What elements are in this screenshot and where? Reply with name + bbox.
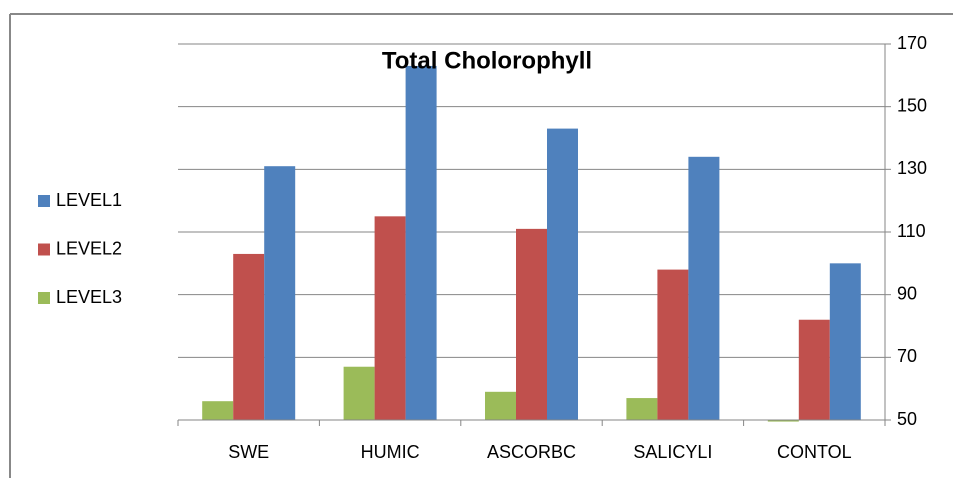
bar — [264, 166, 296, 420]
legend-label: LEVEL2 — [56, 238, 122, 258]
x-tick-label: CONTOL — [777, 442, 852, 462]
bar — [547, 128, 578, 420]
x-tick-label: SWE — [228, 442, 269, 462]
y-tick-label: 130 — [897, 158, 927, 178]
legend-label: LEVEL1 — [56, 190, 122, 210]
bar — [767, 420, 799, 422]
bar — [405, 65, 437, 420]
x-tick-label: ASCORBC — [487, 442, 576, 462]
bar — [485, 391, 516, 420]
y-tick-label: 90 — [897, 283, 917, 303]
bar — [343, 366, 375, 420]
bar — [233, 253, 265, 420]
legend-swatch — [38, 195, 50, 207]
legend-swatch — [38, 292, 50, 304]
bar — [626, 398, 658, 420]
bar — [798, 319, 830, 420]
chart-title: Total Cholorophyll — [382, 47, 592, 74]
y-tick-label: 50 — [897, 409, 917, 429]
bar — [374, 216, 406, 420]
x-tick-label: SALICYLI — [633, 442, 712, 462]
legend-swatch — [38, 243, 50, 256]
bar — [829, 263, 861, 420]
y-tick-label: 70 — [897, 346, 917, 366]
y-tick-label: 170 — [897, 33, 927, 53]
bar — [516, 228, 547, 420]
y-tick-label: 150 — [897, 95, 927, 115]
y-tick-label: 110 — [897, 221, 926, 241]
x-tick-label: HUMIC — [361, 442, 420, 462]
bar — [688, 156, 720, 421]
bar — [657, 269, 689, 420]
bar — [202, 401, 234, 420]
legend-label: LEVEL3 — [56, 287, 122, 307]
